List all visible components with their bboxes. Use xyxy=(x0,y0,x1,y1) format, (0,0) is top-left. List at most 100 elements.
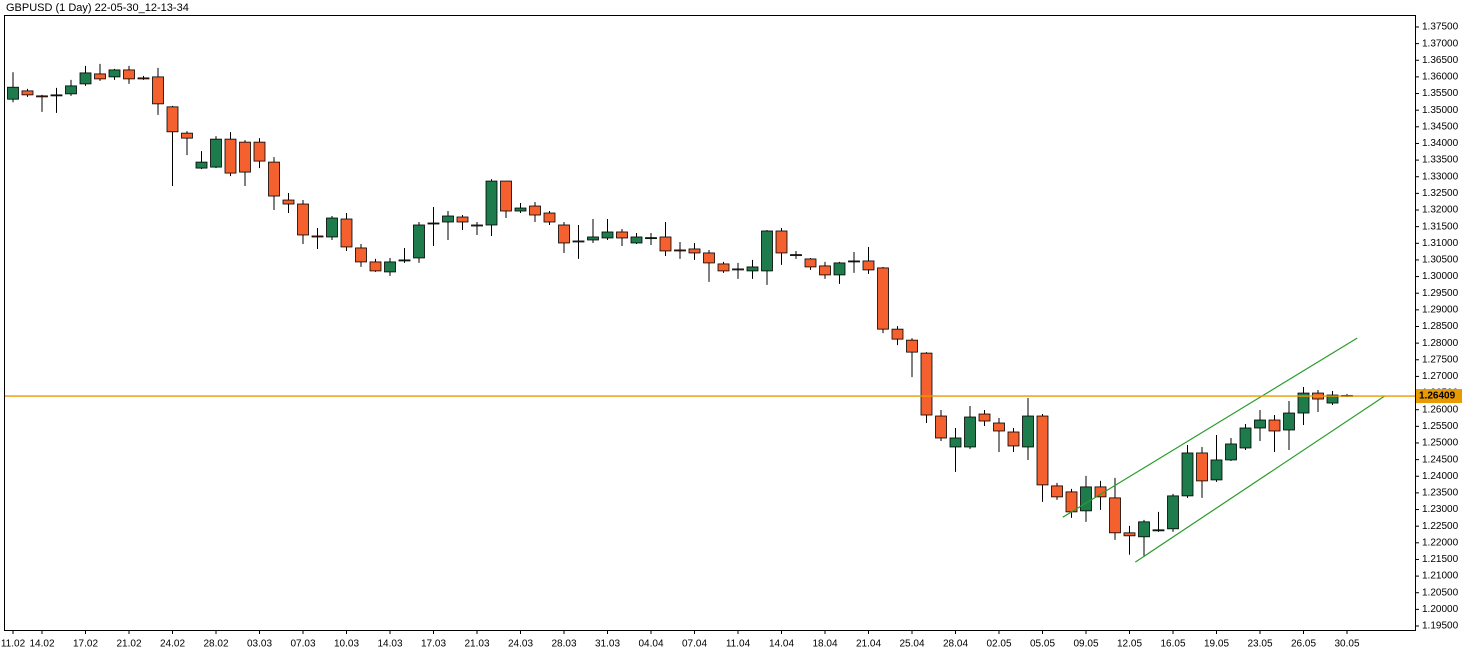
x-tick-label: 28.03 xyxy=(551,639,576,650)
trend-line xyxy=(1134,395,1386,563)
y-tick-label: 1.35000 xyxy=(1422,105,1459,116)
candle-body xyxy=(558,224,570,244)
y-tick-label: 1.31000 xyxy=(1422,238,1459,249)
x-tick-label: 18.04 xyxy=(812,639,837,650)
price-label-box xyxy=(1416,389,1462,404)
y-tick-label: 1.22000 xyxy=(1422,537,1459,548)
y-tick-label: 1.23000 xyxy=(1422,504,1459,515)
candle-body xyxy=(311,235,324,238)
y-tick-label: 1.32000 xyxy=(1422,205,1459,216)
candle-body xyxy=(398,259,411,262)
candle-body xyxy=(877,267,889,330)
candle-body xyxy=(949,437,962,448)
y-tick-label: 1.19500 xyxy=(1422,621,1459,632)
candle-body xyxy=(239,141,251,173)
candle-body xyxy=(891,328,904,340)
candle-body xyxy=(1283,412,1295,431)
x-tick-label: 11.02 xyxy=(1,639,26,650)
candle-body xyxy=(137,77,150,80)
y-tick-label: 1.27500 xyxy=(1422,354,1459,365)
candle-body xyxy=(1326,394,1339,404)
candle-body xyxy=(920,352,933,416)
candle-body xyxy=(94,73,106,80)
price-label: 1.26409 xyxy=(1419,391,1456,402)
x-tick-label: 10.03 xyxy=(334,639,359,650)
candle-body xyxy=(1007,431,1020,447)
x-tick-label: 30.05 xyxy=(1334,639,1359,650)
y-tick-label: 1.29000 xyxy=(1422,304,1459,315)
candle-body xyxy=(935,415,947,439)
x-tick-label: 21.02 xyxy=(116,639,141,650)
candle-body xyxy=(1297,392,1310,414)
x-tick-label: 24.02 xyxy=(160,639,185,650)
candle-body xyxy=(442,215,454,223)
candle-body xyxy=(543,212,556,223)
x-tick-label: 17.03 xyxy=(421,639,446,650)
x-tick-label: 07.04 xyxy=(682,639,707,650)
candle-body xyxy=(848,260,860,263)
candle-body xyxy=(688,248,701,254)
x-tick-label: 14.02 xyxy=(29,639,54,650)
candle-body xyxy=(500,180,512,212)
plot-frame xyxy=(4,15,1416,631)
candle-body xyxy=(993,422,1005,432)
y-tick-label: 1.37500 xyxy=(1422,22,1459,33)
candle-body xyxy=(1239,427,1252,449)
candle-body xyxy=(1268,419,1281,432)
candle-body xyxy=(123,69,135,80)
candle-body xyxy=(616,231,628,239)
candle-body xyxy=(833,262,846,276)
candle-body xyxy=(1138,521,1150,538)
candle-body xyxy=(340,218,353,248)
candle-body xyxy=(703,252,715,264)
candle-body xyxy=(268,161,280,197)
candle-body xyxy=(732,268,744,271)
x-tick-label: 28.04 xyxy=(943,639,968,650)
candle-body xyxy=(1225,443,1237,461)
candle-body xyxy=(601,231,614,239)
candle-body xyxy=(210,138,222,168)
y-tick-label: 1.34000 xyxy=(1422,138,1459,149)
candle-body xyxy=(587,236,599,241)
candle-body xyxy=(1022,415,1034,448)
y-tick-label: 1.33500 xyxy=(1422,155,1459,166)
candle-body xyxy=(152,76,164,105)
candle-body xyxy=(572,240,585,243)
x-tick-label: 21.04 xyxy=(856,639,881,650)
y-tick-label: 1.25500 xyxy=(1422,421,1459,432)
x-tick-label: 14.04 xyxy=(769,639,794,650)
x-tick-label: 02.05 xyxy=(986,639,1011,650)
candle-body xyxy=(413,224,425,259)
y-tick-label: 1.28000 xyxy=(1422,338,1459,349)
y-tick-label: 1.24000 xyxy=(1422,471,1459,482)
candle-body xyxy=(369,261,382,272)
candle-body xyxy=(1196,452,1208,482)
y-tick-label: 1.25000 xyxy=(1422,438,1459,449)
candle-body xyxy=(746,266,759,272)
candle-body xyxy=(819,265,831,276)
y-tick-label: 1.36500 xyxy=(1422,55,1459,66)
y-tick-label: 1.21000 xyxy=(1422,571,1459,582)
candle-body xyxy=(1152,529,1165,532)
y-tick-label: 1.20500 xyxy=(1422,587,1459,598)
candle-body xyxy=(529,205,541,216)
candle-body xyxy=(906,339,918,353)
candle-body xyxy=(21,90,34,96)
candle-body xyxy=(384,261,396,273)
candle-body xyxy=(297,203,309,236)
x-tick-label: 21.03 xyxy=(464,639,489,650)
y-tick-label: 1.27000 xyxy=(1422,371,1459,382)
candle-body xyxy=(181,132,193,139)
y-tick-label: 1.30000 xyxy=(1422,271,1459,282)
y-tick-label: 1.31500 xyxy=(1422,221,1459,232)
x-tick-label: 25.04 xyxy=(899,639,924,650)
candle-body xyxy=(1254,419,1266,429)
y-tick-label: 1.35500 xyxy=(1422,88,1459,99)
candle-body xyxy=(1051,485,1063,498)
candle-body xyxy=(964,416,976,448)
x-tick-label: 26.05 xyxy=(1291,639,1316,650)
candle-body xyxy=(456,216,469,223)
candle-body xyxy=(645,237,657,240)
x-tick-label: 05.05 xyxy=(1030,639,1055,650)
candle-body xyxy=(195,161,208,169)
